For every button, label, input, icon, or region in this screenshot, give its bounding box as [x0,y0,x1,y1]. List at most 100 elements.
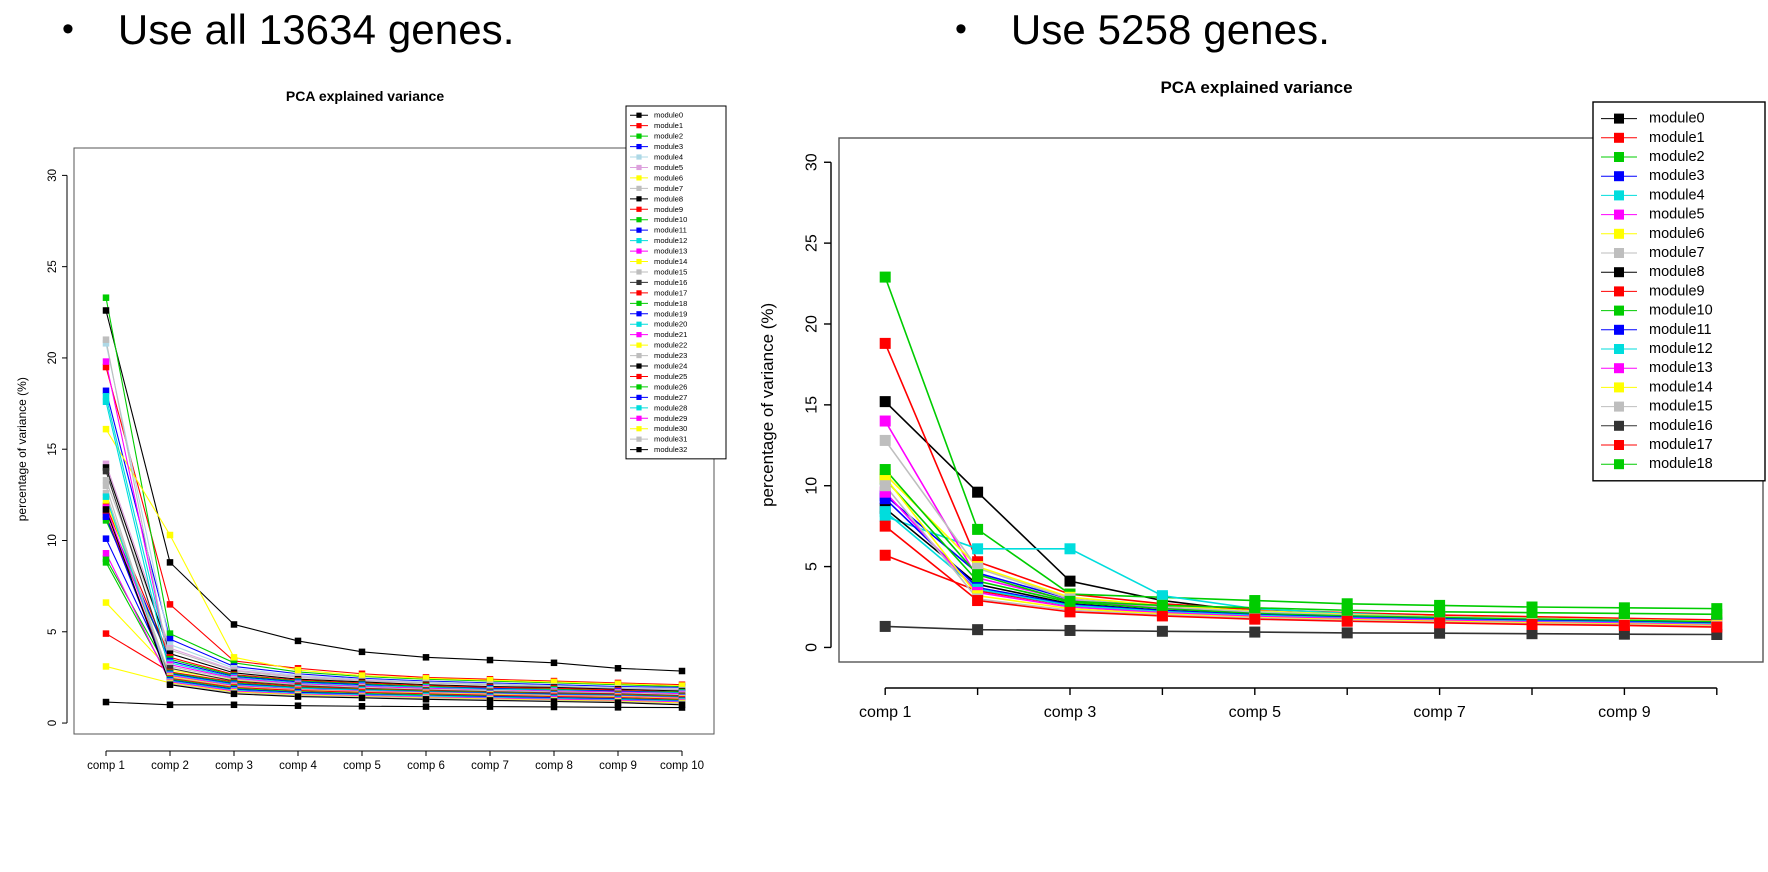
x-axis-tick-label: comp 10 [660,760,704,772]
legend-item[interactable]: module28 [630,403,687,412]
legend-item[interactable]: module21 [630,330,687,339]
legend-item[interactable]: module18 [1601,456,1713,472]
legend-item-label: module18 [654,299,687,308]
legend-item[interactable]: module23 [630,351,687,360]
legend-item[interactable]: module0 [630,111,683,120]
series-marker [102,393,110,400]
legend-item[interactable]: module13 [1601,360,1713,376]
series-marker [486,697,494,704]
legend-item[interactable]: module11 [1601,322,1712,338]
legend-item[interactable]: module10 [1601,303,1713,319]
legend-item-label: module24 [654,362,687,371]
series-lines [105,297,683,709]
legend-item[interactable]: module9 [1601,283,1705,299]
legend-item[interactable]: module8 [1601,264,1705,280]
legend-item[interactable]: module7 [1601,245,1705,261]
pca-right-title: PCA explained variance [1160,78,1353,97]
legend-item[interactable]: module19 [630,309,687,318]
series-marker [486,656,494,664]
y-axis-tick-label: 25 [804,234,821,252]
y-axis-tick-label: 20 [804,315,821,333]
legend-item[interactable]: module8 [630,194,683,203]
legend-item[interactable]: module15 [630,267,687,276]
series-marker [1064,595,1076,607]
legend-item[interactable]: module6 [630,173,683,182]
legend-item[interactable]: module1 [630,121,683,130]
y-axis-tick-label: 15 [47,443,59,456]
series-marker [102,460,110,468]
legend-item[interactable]: module2 [630,132,683,141]
legend-item[interactable]: module4 [630,153,683,162]
series-marker [1618,619,1630,631]
series-marker [879,486,891,498]
series-marker [486,676,494,684]
legend-item[interactable]: module29 [630,414,687,423]
legend-item[interactable]: module30 [630,424,687,433]
legend-item[interactable]: module27 [630,393,687,402]
legend-item[interactable]: module7 [630,184,683,193]
series-marker [1618,628,1630,640]
legend-swatch-marker [636,332,642,338]
legend-item[interactable]: module17 [1601,437,1713,453]
series-marker [550,698,558,705]
y-axis-tick-label: 0 [804,643,821,652]
legend-item-label: module31 [654,435,687,444]
series-marker [102,307,110,314]
legend-swatch-marker [636,363,642,369]
legend-item[interactable]: module6 [1601,226,1705,242]
legend-item[interactable]: module9 [630,205,683,214]
legend-item[interactable]: module5 [1601,207,1705,223]
series-line [885,625,1717,636]
legend-swatch-marker [636,384,642,390]
legend-item[interactable]: module12 [1601,341,1713,357]
legend-swatch-marker [636,279,642,286]
legend-item[interactable]: module15 [1601,399,1713,415]
legend-item[interactable]: module24 [630,362,687,371]
series-line [884,515,1717,623]
legend-item[interactable]: module11 [630,226,687,235]
legend-item[interactable]: module31 [630,435,687,444]
series-marker [358,694,366,702]
series-marker [614,665,622,672]
legend-item[interactable]: module5 [630,163,683,172]
series-marker [294,693,302,700]
legend-item[interactable]: module12 [630,236,687,245]
series-marker [1526,628,1538,640]
legend-item[interactable]: module13 [630,247,687,256]
legend-item-label: module26 [654,382,687,391]
series-marker [102,506,110,513]
series-line [884,276,1717,610]
legend-item-label: module9 [654,205,683,214]
series-line [884,420,1717,624]
legend-item[interactable]: module14 [1601,379,1713,395]
legend-item-label: module17 [654,288,687,297]
series-marker [1618,607,1630,619]
series-marker [1434,606,1446,618]
legend-item[interactable]: module4 [1601,187,1705,203]
legend-swatch-marker [636,258,642,265]
legend-item[interactable]: module3 [1601,168,1705,184]
series-marker [1341,627,1353,639]
legend-item[interactable]: module20 [630,320,687,329]
legend-item[interactable]: module22 [630,341,687,350]
legend-item[interactable]: module16 [1601,418,1713,434]
legend-swatch-marker [1614,382,1624,393]
legend-swatch-marker [636,415,642,421]
legend-item[interactable]: module32 [630,445,687,454]
series-line [884,485,1717,628]
legend-item[interactable]: module25 [630,372,687,381]
series-marker [879,493,891,505]
legend-item[interactable]: module3 [630,142,683,151]
legend-item[interactable]: module10 [630,215,687,224]
legend-item[interactable]: module26 [630,382,687,391]
legend-item[interactable]: module18 [630,299,687,308]
legend-item[interactable]: module16 [630,278,687,287]
series-marker [230,654,238,661]
legend-item[interactable]: module0 [1601,111,1705,127]
legend-swatch-marker [1614,267,1624,278]
legend-item[interactable]: module2 [1601,149,1705,165]
legend-item[interactable]: module1 [1601,130,1705,146]
legend-item[interactable]: module17 [630,288,687,297]
legend-item[interactable]: module14 [630,257,687,266]
